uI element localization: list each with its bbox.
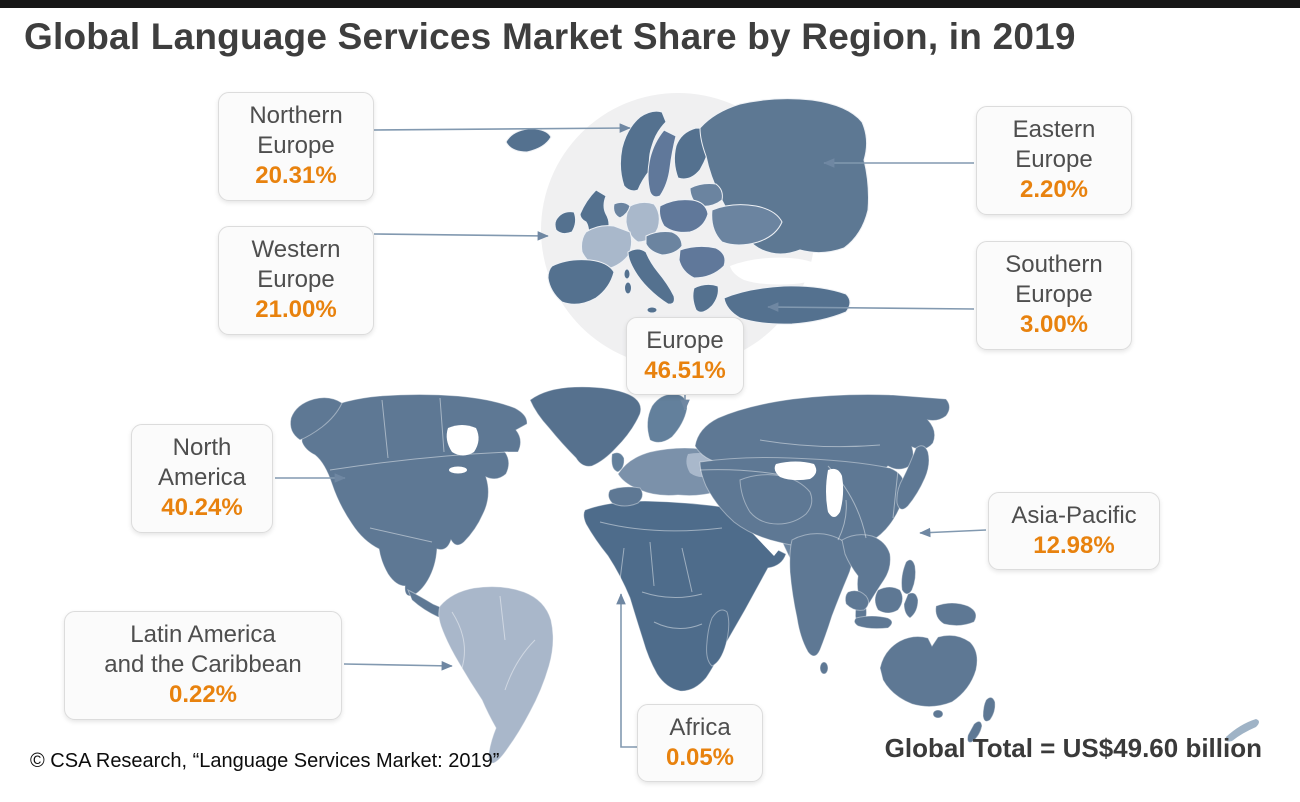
region-name-line: Europe <box>646 327 724 354</box>
sulawesi-shape <box>903 592 919 619</box>
region-name-line: Latin America <box>130 621 276 648</box>
caspian-sea <box>826 468 844 517</box>
region-name-line: Western <box>251 236 341 263</box>
callout-southern-europe: Southern Europe 3.00% <box>976 241 1132 350</box>
borneo-shape <box>874 586 904 614</box>
region-value: 40.24% <box>161 494 243 522</box>
indochina-shape <box>841 534 891 606</box>
iberia-world-shape <box>607 486 644 507</box>
arrow-southern-europe <box>767 302 975 312</box>
inset-poland <box>659 199 709 233</box>
callout-africa: Africa 0.05% <box>637 704 763 783</box>
south-america-shape <box>438 586 554 764</box>
callout-asia-pacific: Asia-Pacific 12.98% <box>988 492 1160 571</box>
region-name-line: Southern <box>1005 251 1103 278</box>
new-guinea-shape <box>935 602 977 627</box>
java-shape <box>853 615 893 630</box>
alaska-shape <box>289 397 343 441</box>
arrow-asia-pacific <box>919 527 987 538</box>
inset-corsica <box>623 268 631 280</box>
region-name-line: Northern <box>249 102 343 129</box>
region-name-line: Europe <box>257 132 335 160</box>
region-value: 0.05% <box>665 744 735 772</box>
arrow-africa <box>616 593 643 748</box>
new-zealand-south <box>967 720 983 743</box>
europe-inset-map <box>505 93 869 367</box>
new-zealand-north <box>982 696 996 722</box>
greenland-shape <box>529 386 642 467</box>
arrow-northern-europe <box>373 123 631 133</box>
region-name-line: Eastern <box>1012 116 1096 143</box>
great-lakes <box>449 466 467 474</box>
inset-sicily <box>646 306 658 314</box>
inset-sweden <box>647 129 677 198</box>
region-name-line: Africa <box>669 714 731 741</box>
inset-iceland <box>505 128 552 153</box>
region-value: 21.00% <box>255 296 337 324</box>
inset-benelux <box>613 201 631 219</box>
callout-northern-europe: Northern Europe 20.31% <box>218 92 374 201</box>
inset-black-sea <box>730 257 826 285</box>
na-borders <box>329 397 509 543</box>
world-map <box>289 386 1259 764</box>
inset-iberia <box>547 259 615 305</box>
region-name-line: America <box>157 464 247 492</box>
region-name-line: Asia-Pacific <box>1011 502 1137 529</box>
inset-greece <box>692 283 719 313</box>
callout-north-america: North America 40.24% <box>131 424 273 533</box>
region-value: 2.20% <box>1019 176 1089 204</box>
region-value: 46.51% <box>644 357 726 385</box>
inset-france <box>581 225 633 271</box>
region-value: 12.98% <box>1033 532 1115 560</box>
arrow-western-europe <box>373 231 549 241</box>
australia-shape <box>879 634 978 708</box>
philippines-shape <box>901 559 917 595</box>
region-name-line: and the Caribbean <box>104 651 302 679</box>
sri-lanka-shape <box>819 661 829 675</box>
japan-shape <box>896 445 930 510</box>
inset-sardinia <box>624 281 632 295</box>
region-value: 3.00% <box>1019 311 1089 339</box>
callout-arrows <box>275 123 987 748</box>
sa-borders <box>451 595 536 691</box>
arrow-latin-america <box>343 661 453 671</box>
region-name-line: North <box>172 434 232 461</box>
callout-eastern-europe: Eastern Europe 2.20% <box>976 106 1132 215</box>
callout-latin-america: Latin America and the Caribbean 0.22% <box>64 611 342 720</box>
source-note: © CSA Research, “Language Services Marke… <box>30 750 500 772</box>
sumatra-shape <box>844 590 870 611</box>
inset-turkey <box>723 285 851 325</box>
region-name-line: Europe <box>1015 281 1093 309</box>
global-total: Global Total = US$49.60 billion <box>884 733 1262 763</box>
top-bar <box>0 0 1300 8</box>
inset-ireland <box>554 211 577 235</box>
inset-italy <box>627 248 675 305</box>
region-name-line: Europe <box>257 266 335 294</box>
north-america-shape <box>301 394 528 597</box>
callout-western-europe: Western Europe 21.00% <box>218 226 374 335</box>
black-sea <box>774 461 817 481</box>
page-title: Global Language Services Market Share by… <box>24 16 1076 57</box>
region-value: 20.31% <box>255 162 337 190</box>
tasmania-shape <box>932 709 944 719</box>
inset-ukraine <box>711 204 783 246</box>
africa-borders <box>599 521 723 629</box>
hudson-bay <box>446 425 479 456</box>
inset-balkans <box>678 245 726 279</box>
callout-europe: Europe 46.51% <box>626 317 744 396</box>
inset-norway <box>619 110 667 192</box>
uk-world-shape <box>611 452 625 473</box>
far-right-island-sliver <box>1225 719 1259 742</box>
region-name-line: Europe <box>1015 146 1093 174</box>
europe-scandinavia-shape <box>646 393 688 443</box>
inset-alpine <box>645 231 683 256</box>
asia-borders <box>699 439 899 541</box>
india-shape <box>789 533 853 657</box>
madagascar-shape <box>706 609 730 667</box>
region-value: 0.22% <box>168 681 238 709</box>
